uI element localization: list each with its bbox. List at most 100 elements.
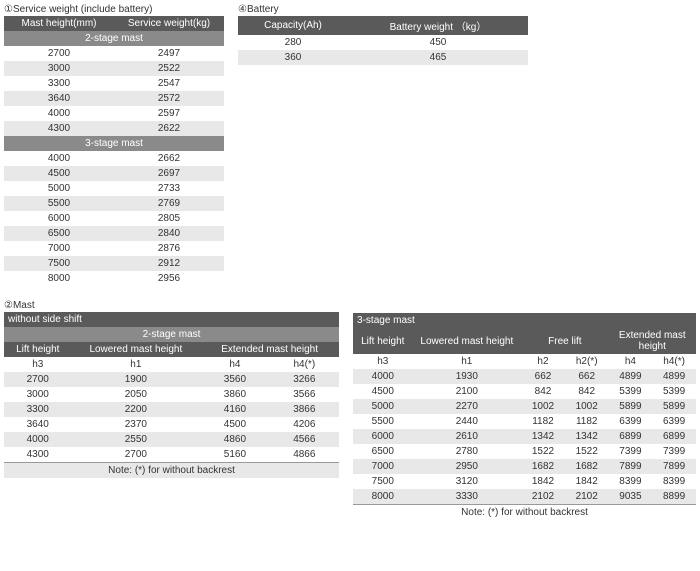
- table-cell: h4(*): [652, 354, 696, 369]
- table-cell: 1682: [521, 459, 565, 474]
- table-cell: h2(*): [565, 354, 609, 369]
- service-weight-block: ①Service weight (include battery) Mast h…: [4, 4, 224, 286]
- table-cell: 4000: [353, 369, 412, 384]
- table-cell: 9035: [609, 489, 653, 505]
- table-cell: h3: [4, 357, 72, 372]
- table-cell: 4000: [4, 106, 114, 121]
- table-cell: 465: [348, 50, 528, 65]
- table-cell: 2840: [114, 226, 224, 241]
- table-cell: 7399: [652, 444, 696, 459]
- table-cell: 2497: [114, 46, 224, 61]
- table-cell: 3300: [4, 402, 72, 417]
- table-cell: 4899: [609, 369, 653, 384]
- table-cell: 6399: [652, 414, 696, 429]
- section-label: 3-stage mast: [4, 136, 224, 151]
- table-cell: 1342: [565, 429, 609, 444]
- mast3-note: Note: (*) for without backrest: [353, 505, 696, 521]
- table-cell: 2550: [72, 432, 201, 447]
- table-cell: 4899: [652, 369, 696, 384]
- mast2-table: without side shift2-stage mastLift heigh…: [4, 312, 339, 478]
- table-cell: 3560: [200, 372, 269, 387]
- table-cell: 7899: [609, 459, 653, 474]
- table-cell: 6500: [353, 444, 412, 459]
- table-cell: h4(*): [270, 357, 339, 372]
- table-cell: 5000: [4, 181, 114, 196]
- table-cell: 4566: [270, 432, 339, 447]
- battery-table: Capacity(Ah)Battery weight （kg）280450360…: [238, 16, 528, 65]
- table-cell: 3266: [270, 372, 339, 387]
- table-cell: 4500: [200, 417, 269, 432]
- table-cell: 360: [238, 50, 348, 65]
- table-cell: 662: [521, 369, 565, 384]
- table-cell: 1522: [521, 444, 565, 459]
- table-cell: 1930: [413, 369, 522, 384]
- table-cell: 2950: [413, 459, 522, 474]
- table-cell: 5500: [4, 196, 114, 211]
- mast3-block: 3-stage mastLift heightLowered mast heig…: [353, 313, 696, 520]
- table-cell: 2102: [521, 489, 565, 505]
- table-cell: 8899: [652, 489, 696, 505]
- table-cell: 662: [565, 369, 609, 384]
- table-cell: 1842: [565, 474, 609, 489]
- table-cell: 3000: [4, 387, 72, 402]
- table-cell: 6899: [609, 429, 653, 444]
- table-cell: 4000: [4, 151, 114, 166]
- table-cell: 1342: [521, 429, 565, 444]
- table-cell: 280: [238, 35, 348, 50]
- table-cell: 2050: [72, 387, 201, 402]
- table-cell: 1842: [521, 474, 565, 489]
- table-cell: h1: [72, 357, 201, 372]
- table-cell: 5160: [200, 447, 269, 463]
- table-cell: 5899: [609, 399, 653, 414]
- table-cell: h2: [521, 354, 565, 369]
- table-cell: 2200: [72, 402, 201, 417]
- table-cell: h4: [609, 354, 653, 369]
- service-weight-title: ①Service weight (include battery): [4, 4, 224, 15]
- table-cell: 5899: [652, 399, 696, 414]
- table-cell: 6000: [353, 429, 412, 444]
- table-cell: 5000: [353, 399, 412, 414]
- table-cell: 3640: [4, 417, 72, 432]
- table-cell: 8399: [652, 474, 696, 489]
- table-cell: 8399: [609, 474, 653, 489]
- table-cell: 1900: [72, 372, 201, 387]
- table-cell: 1002: [521, 399, 565, 414]
- table-cell: 4160: [200, 402, 269, 417]
- table-cell: 2912: [114, 256, 224, 271]
- table-cell: 2700: [4, 46, 114, 61]
- table-cell: 1182: [565, 414, 609, 429]
- battery-title: ④Battery: [238, 4, 528, 15]
- table-cell: 7000: [4, 241, 114, 256]
- table-cell: 7500: [4, 256, 114, 271]
- table-cell: 8000: [4, 271, 114, 286]
- battery-block: ④Battery Capacity(Ah)Battery weight （kg）…: [238, 4, 528, 65]
- table-cell: 5399: [652, 384, 696, 399]
- table-cell: 6000: [4, 211, 114, 226]
- table-cell: 2780: [413, 444, 522, 459]
- mast3-stagelabel: 3-stage mast: [353, 313, 696, 328]
- mast2-note: Note: (*) for without backrest: [4, 463, 339, 479]
- section-label: 2-stage mast: [4, 31, 224, 46]
- table-cell: 7000: [353, 459, 412, 474]
- table-cell: 2876: [114, 241, 224, 256]
- table-cell: 5500: [353, 414, 412, 429]
- table-cell: 3000: [4, 61, 114, 76]
- table-cell: 2100: [413, 384, 522, 399]
- mast2-toplabel: without side shift: [4, 312, 339, 327]
- table-cell: 7399: [609, 444, 653, 459]
- table-cell: 2610: [413, 429, 522, 444]
- mast-title: ②Mast: [4, 300, 339, 311]
- table-cell: 2769: [114, 196, 224, 211]
- table-cell: 2572: [114, 91, 224, 106]
- table-cell: 2597: [114, 106, 224, 121]
- table-cell: 842: [565, 384, 609, 399]
- table-cell: 3566: [270, 387, 339, 402]
- table-cell: 4206: [270, 417, 339, 432]
- table-cell: 2805: [114, 211, 224, 226]
- table-cell: 2270: [413, 399, 522, 414]
- table-cell: 6500: [4, 226, 114, 241]
- table-cell: 1522: [565, 444, 609, 459]
- table-cell: 5399: [609, 384, 653, 399]
- table-cell: Capacity(Ah): [238, 16, 348, 35]
- table-cell: 2622: [114, 121, 224, 136]
